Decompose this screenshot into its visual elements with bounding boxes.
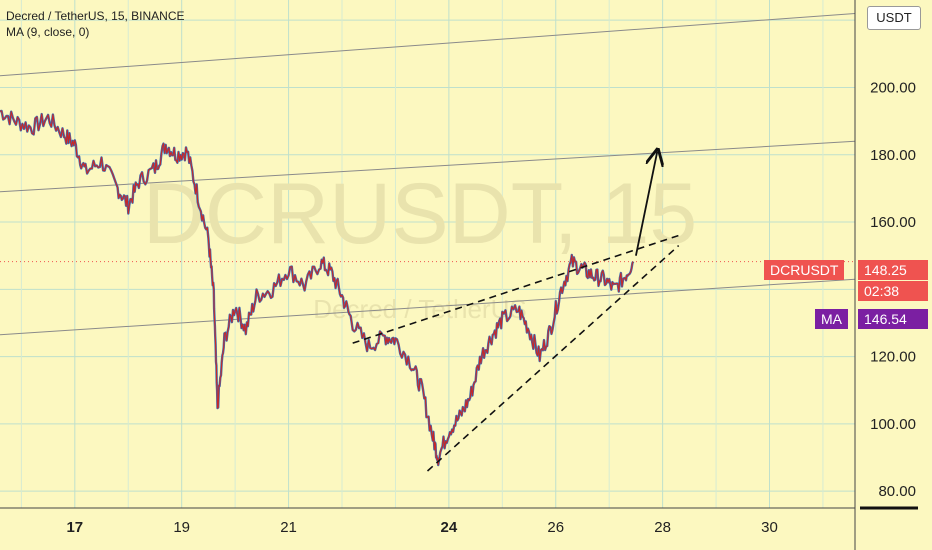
x-tick-label: 30: [761, 519, 778, 536]
triangle-upper-line[interactable]: [352, 234, 679, 344]
projection-arrow[interactable]: [635, 151, 657, 256]
y-tick-label: 120.00: [870, 349, 916, 366]
x-tick-label: 21: [280, 519, 297, 536]
symbol-title: Decred / TetherUS, 15, BINANCE: [6, 9, 185, 23]
channel-trendline[interactable]: [0, 12, 856, 77]
ma-tag-label: MA: [815, 309, 848, 329]
y-tick-label: 80.00: [878, 483, 916, 500]
y-tick-label: 100.00: [870, 416, 916, 433]
price-tag-countdown: 02:38: [858, 281, 928, 301]
indicator-legend[interactable]: MA (9, close, 0): [6, 25, 90, 39]
channel-trendline[interactable]: [0, 140, 856, 193]
watermark-description: Decred / TetherUS: [313, 294, 526, 324]
x-tick-label: 19: [173, 519, 190, 536]
currency-button[interactable]: USDT: [867, 6, 921, 30]
y-tick-label: 200.00: [870, 79, 916, 96]
x-tick-label: 17: [66, 519, 83, 536]
price-tag-symbol: DCRUSDT: [764, 260, 845, 280]
y-tick-label: 180.00: [870, 147, 916, 164]
triangle-lower-line[interactable]: [426, 244, 680, 472]
price-tag-value: 148.25: [858, 260, 928, 280]
x-tick-label: 26: [547, 519, 564, 536]
ma-tag-value: 146.54: [858, 309, 928, 329]
y-tick-label: 160.00: [870, 214, 916, 231]
price-series[interactable]: [0, 110, 634, 466]
x-tick-label: 24: [441, 519, 458, 536]
x-tick-label: 28: [654, 519, 671, 536]
chart-header: Decred / TetherUS, 15, BINANCE MA (9, cl…: [6, 8, 185, 40]
watermark-symbol: DCRUSDT, 15: [143, 166, 697, 262]
channel-trendline[interactable]: [0, 278, 856, 336]
